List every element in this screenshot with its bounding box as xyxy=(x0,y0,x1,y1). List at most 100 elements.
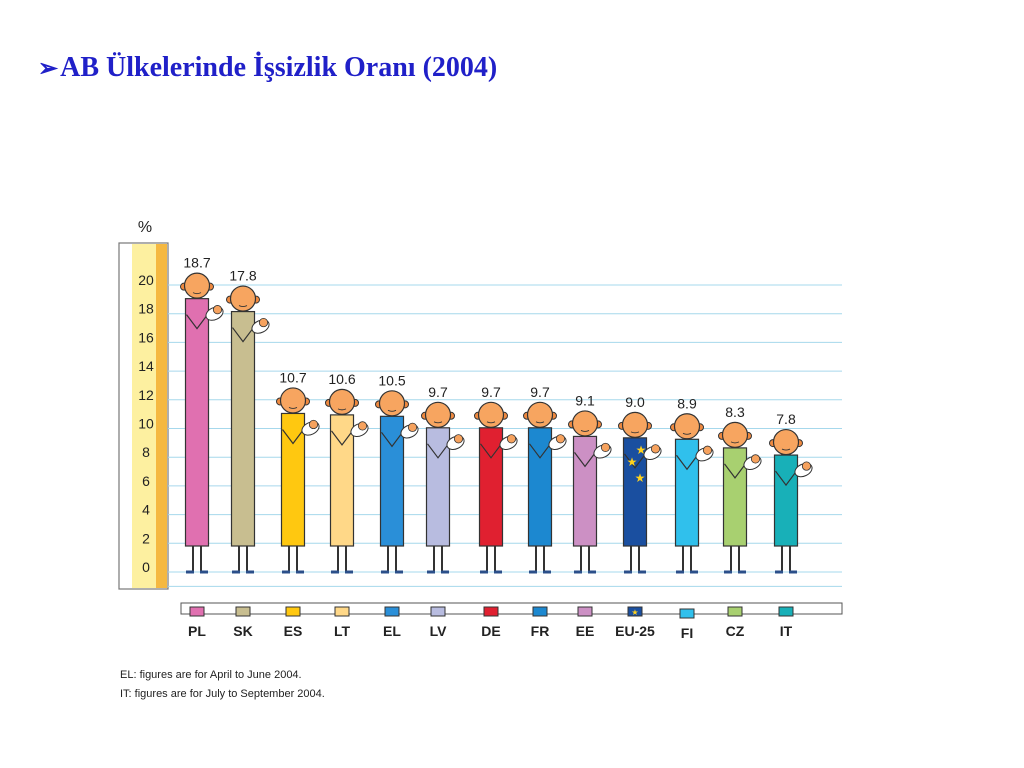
head xyxy=(279,387,307,414)
legend-label-lt: LT xyxy=(334,623,351,639)
mouth xyxy=(682,432,692,435)
figure-cz: 8.3 xyxy=(718,404,762,574)
legend-swatch-de xyxy=(483,606,499,617)
mouth xyxy=(337,408,347,411)
legend-label-it: IT xyxy=(780,623,793,639)
legend-label-de: DE xyxy=(481,623,500,639)
eu-star-icon: ★ xyxy=(635,471,646,485)
figure-de: 9.7 xyxy=(474,384,518,574)
figure-fi: 8.9 xyxy=(670,395,714,574)
legend-swatch-fr xyxy=(532,606,548,617)
y-tick-label: 0 xyxy=(142,559,150,575)
mouth xyxy=(630,431,640,434)
bar-sk xyxy=(230,310,256,547)
data-label-fi: 8.9 xyxy=(677,395,697,411)
baby-head xyxy=(308,419,319,430)
head xyxy=(477,401,505,428)
arms xyxy=(574,452,596,468)
head xyxy=(378,390,406,417)
y-tick-label: 14 xyxy=(138,358,154,374)
legend-swatch-ee xyxy=(577,606,593,617)
mouth xyxy=(238,305,248,308)
bar-de xyxy=(478,427,504,547)
y-tick-label: 6 xyxy=(142,473,150,489)
mouth xyxy=(486,421,496,424)
y-tick-label: 4 xyxy=(142,502,150,518)
head xyxy=(772,428,800,456)
eu-star-icon: ★ xyxy=(636,443,647,457)
baby-head xyxy=(600,442,611,453)
arrow-bullet-icon: ➢ xyxy=(38,56,59,82)
mouth xyxy=(535,421,545,424)
figure-eu-25: ★★★9.0 xyxy=(618,394,662,574)
baby-head xyxy=(506,434,517,444)
legend-label-fi: FI xyxy=(681,625,693,641)
baby-head xyxy=(650,444,661,454)
legend-strip xyxy=(180,602,843,615)
head xyxy=(621,411,649,438)
data-label-el: 10.5 xyxy=(378,372,405,388)
figure-sk: 17.8 xyxy=(226,268,270,574)
head xyxy=(673,413,701,440)
mouth xyxy=(192,292,202,295)
data-label-pl: 18.7 xyxy=(183,255,210,271)
y-axis-edge xyxy=(156,244,167,588)
arms xyxy=(624,453,646,469)
legend-swatch-fi xyxy=(679,608,695,619)
legend-swatch-it xyxy=(778,606,794,617)
head xyxy=(571,410,599,437)
legend-label-ee: EE xyxy=(576,623,595,639)
legend-label-lv: LV xyxy=(430,623,448,639)
data-label-it: 7.8 xyxy=(776,411,796,427)
figure-lt: 10.6 xyxy=(325,371,369,574)
data-label-sk: 17.8 xyxy=(229,268,256,284)
arms xyxy=(676,454,698,471)
arms xyxy=(775,470,797,487)
data-label-cz: 8.3 xyxy=(725,404,745,420)
figure-fr: 9.7 xyxy=(523,384,567,574)
y-tick-label: 12 xyxy=(138,387,154,403)
legend-swatch-eu-25 xyxy=(627,606,643,617)
arms xyxy=(282,429,304,445)
baby-head xyxy=(407,422,418,432)
arms xyxy=(427,443,449,459)
head xyxy=(721,421,749,448)
data-label-lt: 10.6 xyxy=(328,371,355,387)
bar-it xyxy=(773,454,799,547)
legend-swatch-cz xyxy=(727,606,743,617)
baby-head xyxy=(453,434,464,444)
y-tick-label: 8 xyxy=(142,444,150,460)
legend-swatch-el xyxy=(384,606,400,617)
head xyxy=(229,285,257,312)
mouth xyxy=(730,441,740,444)
data-label-de: 9.7 xyxy=(481,384,501,400)
page-title-text: AB Ülkelerinde İşsizlik Oranı (2004) xyxy=(60,52,498,83)
head xyxy=(424,401,452,428)
legend-swatch-lt xyxy=(334,606,350,617)
mouth xyxy=(580,430,590,432)
baby-head xyxy=(801,461,812,471)
bar-cz xyxy=(722,447,748,547)
y-tick-label: 16 xyxy=(138,329,154,345)
figure-pl: 18.7 xyxy=(180,255,224,574)
head xyxy=(526,401,554,428)
mouth xyxy=(288,407,298,409)
legend-label-pl: PL xyxy=(188,623,206,639)
y-tick-label: 10 xyxy=(138,416,154,432)
data-label-eu-25: 9.0 xyxy=(625,394,645,410)
y-axis-label: % xyxy=(138,219,152,236)
mouth xyxy=(781,448,791,451)
head xyxy=(183,272,211,299)
mouth xyxy=(387,409,397,412)
arms xyxy=(724,463,746,479)
legend-swatch-sk xyxy=(235,606,251,617)
legend-label-sk: SK xyxy=(233,623,252,639)
baby-head xyxy=(212,305,223,315)
legend-swatch-es xyxy=(285,606,301,617)
baby-head xyxy=(258,317,269,328)
legend-label-cz: CZ xyxy=(726,623,745,639)
data-label-ee: 9.1 xyxy=(575,392,595,408)
bar-ee xyxy=(572,435,598,547)
baby-head xyxy=(555,434,566,444)
note-it: IT: figures are for July to September 20… xyxy=(120,688,325,700)
